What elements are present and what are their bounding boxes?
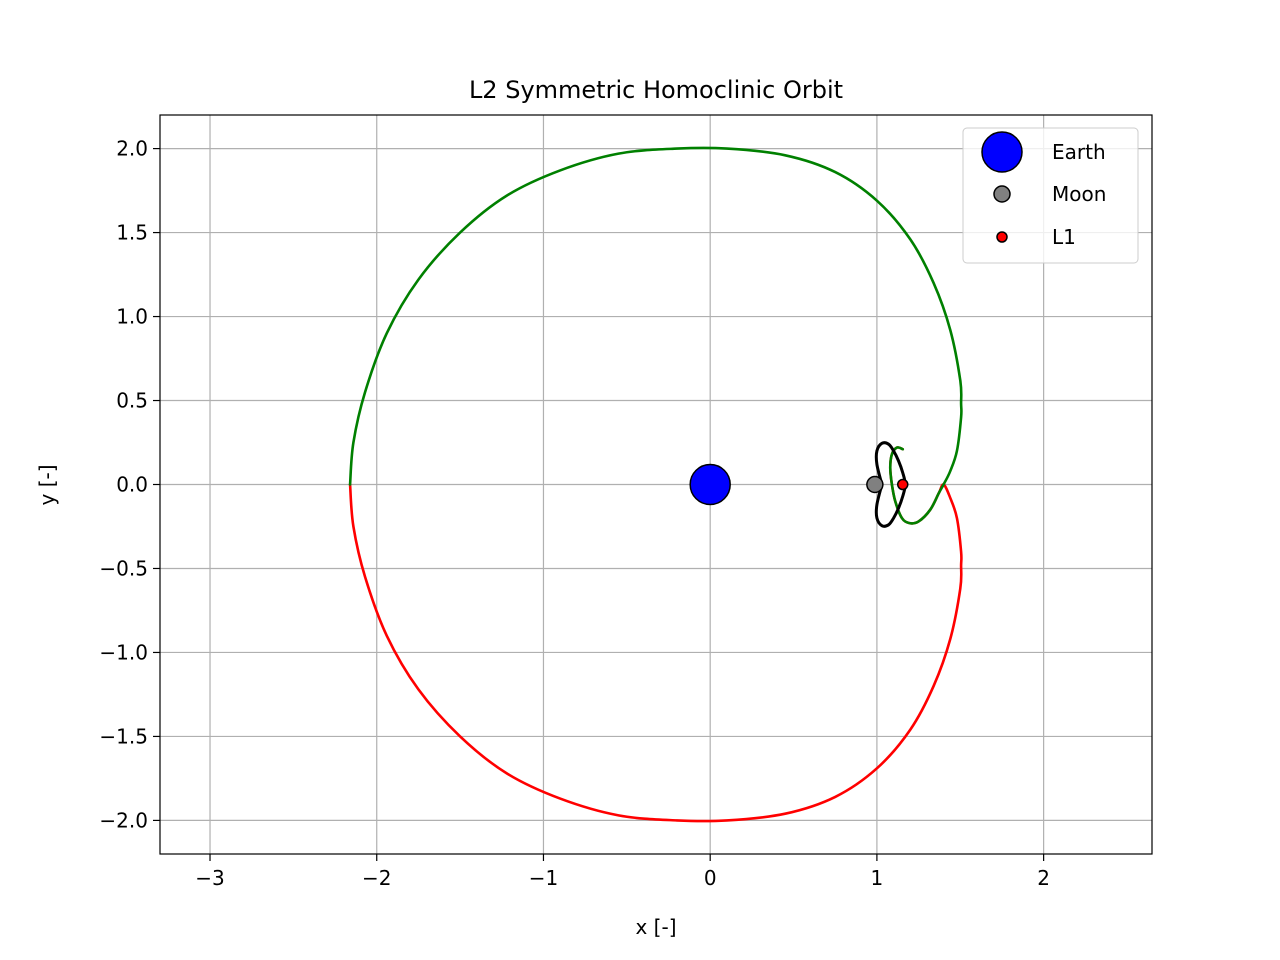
y-tick-label: −1.5 [99,724,148,748]
x-tick-label: 0 [704,866,717,890]
y-tick-label: −0.5 [99,556,148,580]
legend-marker-earth [981,131,1023,173]
legend: Earth Moon L1 [962,127,1139,264]
x-tick-label: 2 [1037,866,1050,890]
legend-entry-l1: L1 [996,225,1076,249]
marker-group [689,463,909,506]
y-tick-label: 1.5 [116,221,148,245]
x-tick-label: −2 [362,866,391,890]
x-axis-label: x [-] [635,915,676,939]
l1-marker [896,478,909,491]
y-tick-label: −1.0 [99,640,148,664]
earth-marker [689,463,731,506]
chart-title: L2 Symmetric Homoclinic Orbit [469,76,843,104]
y-tick-label: 0.0 [116,473,148,497]
tick-group: −3 −2 −1 0 1 2 −2.0 −1.5 −1.0 −0.5 0.0 0.5 1.0 1.5 2.0 [99,137,1050,890]
y-axis-label: y [-] [35,464,59,505]
y-tick-label: −2.0 [99,808,148,832]
x-tick-label: 1 [871,866,884,890]
legend-label-moon: Moon [1052,182,1106,206]
legend-entry-earth: Earth [981,131,1106,173]
x-tick-label: −3 [195,866,224,890]
legend-label-l1: L1 [1052,225,1076,249]
legend-label-earth: Earth [1052,140,1106,164]
legend-marker-moon [993,185,1011,203]
y-tick-label: 1.0 [116,305,148,329]
legend-entry-moon: Moon [993,182,1106,206]
moon-marker [866,475,884,494]
y-tick-label: 0.5 [116,389,148,413]
y-tick-label: 2.0 [116,137,148,161]
legend-marker-l1 [996,231,1008,243]
x-tick-label: −1 [529,866,558,890]
